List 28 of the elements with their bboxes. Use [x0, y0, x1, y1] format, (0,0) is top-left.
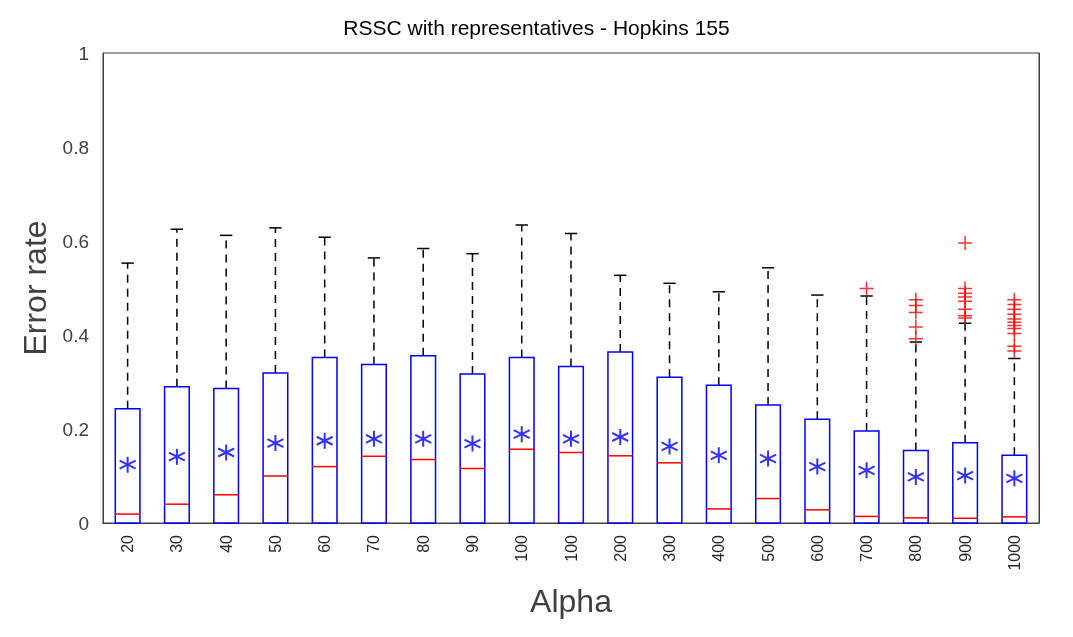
x-tick-label: 100: [513, 534, 531, 562]
y-tick-label: 0.8: [62, 136, 89, 158]
x-tick-label: 80: [414, 534, 432, 553]
y-axis-title: Error rate: [17, 220, 53, 356]
x-tick-label: 800: [907, 534, 925, 562]
y-tick-label: 0.6: [62, 230, 89, 252]
x-axis-title: Alpha: [530, 583, 613, 619]
y-tick-label: 0.4: [62, 324, 90, 346]
x-tick-label: 700: [858, 534, 876, 562]
x-tick-label: 1000: [1005, 534, 1023, 571]
x-tick-label: 500: [759, 534, 777, 562]
y-tick-label: 0.2: [62, 418, 89, 440]
x-tick-label: 70: [365, 534, 383, 553]
x-tick-label: 400: [710, 534, 728, 562]
x-tick-label: 600: [808, 534, 826, 562]
x-tick-label: 200: [611, 534, 629, 562]
y-tick-label: 0: [78, 512, 89, 534]
x-tick-label: 50: [266, 534, 284, 553]
chart-title: RSSC with representatives - Hopkins 155: [343, 16, 730, 39]
x-tick-label: 20: [119, 534, 137, 553]
x-tick-label: 90: [463, 534, 481, 553]
x-tick-label: 30: [168, 534, 186, 553]
x-tick-label: 60: [316, 534, 334, 553]
x-tick-label: 300: [661, 534, 679, 562]
y-tick-label: 1: [78, 42, 89, 64]
x-tick-label: 100: [562, 534, 580, 562]
x-tick-label: 900: [956, 534, 974, 562]
x-tick-label: 40: [217, 534, 235, 553]
